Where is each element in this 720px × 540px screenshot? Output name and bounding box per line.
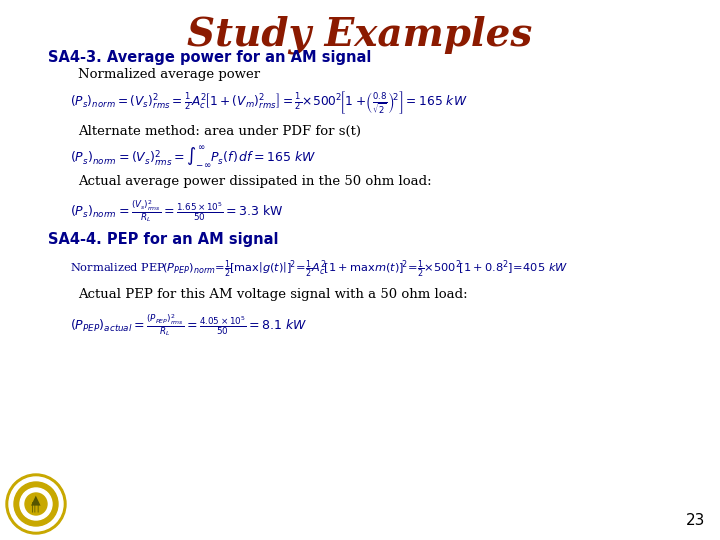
Text: ▲: ▲ xyxy=(31,494,41,507)
Circle shape xyxy=(20,488,52,520)
Text: |||: ||| xyxy=(31,502,41,512)
Text: Alternate method: area under PDF for s(t): Alternate method: area under PDF for s(t… xyxy=(78,125,361,138)
Text: Normalized average power: Normalized average power xyxy=(78,68,260,81)
Text: $\left(P_{PEP}\right)_{actual} = \frac{\left(P_{PEP}\right)_{rms}^{2}}{R_L} = \f: $\left(P_{PEP}\right)_{actual} = \frac{\… xyxy=(70,312,307,338)
Text: Normalized PEP$\!\left(P_{PEP}\right)_{norm}\!=\!\frac{1}{2}\!\left[\max\left|g(: Normalized PEP$\!\left(P_{PEP}\right)_{n… xyxy=(70,258,568,280)
Text: 23: 23 xyxy=(685,513,705,528)
Text: SA4-3. Average power for an AM signal: SA4-3. Average power for an AM signal xyxy=(48,50,372,65)
Circle shape xyxy=(14,482,58,526)
Text: $\left(P_s\right)_{norm} = \frac{\left(V_s\right)_{rms}^{2}}{R_L} = \frac{1.65\t: $\left(P_s\right)_{norm} = \frac{\left(V… xyxy=(70,198,284,224)
Text: Actual average power dissipated in the 50 ohm load:: Actual average power dissipated in the 5… xyxy=(78,175,431,188)
Circle shape xyxy=(25,493,47,515)
Text: $\left(P_s\right)_{norm} = \left(V_s\right)_{rms}^{2} = \frac{1}{2}A_c^2\!\left[: $\left(P_s\right)_{norm} = \left(V_s\rig… xyxy=(70,90,467,117)
Text: $\left(P_s\right)_{norm} = \left(V_s\right)_{rms}^{2} = \int_{-\infty}^{\infty} : $\left(P_s\right)_{norm} = \left(V_s\rig… xyxy=(70,145,317,170)
Circle shape xyxy=(9,477,63,531)
Text: Study Examples: Study Examples xyxy=(187,15,533,53)
Text: Actual PEP for this AM voltage signal with a 50 ohm load:: Actual PEP for this AM voltage signal wi… xyxy=(78,288,467,301)
Text: SA4-4. PEP for an AM signal: SA4-4. PEP for an AM signal xyxy=(48,232,279,247)
Circle shape xyxy=(6,474,66,534)
